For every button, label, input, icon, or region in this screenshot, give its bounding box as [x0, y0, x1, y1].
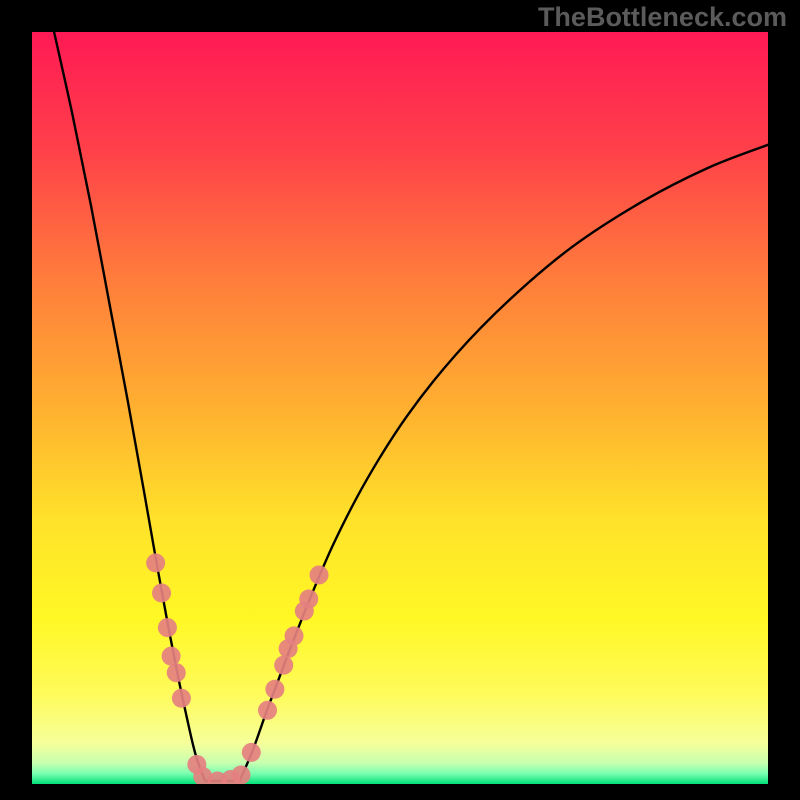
data-marker	[158, 618, 177, 637]
watermark-text: TheBottleneck.com	[538, 2, 787, 33]
data-marker	[242, 743, 261, 762]
data-marker	[172, 689, 191, 708]
gradient-background	[32, 32, 768, 784]
plot-svg	[32, 32, 768, 784]
data-marker	[310, 565, 329, 584]
data-marker	[274, 656, 293, 675]
data-marker	[265, 680, 284, 699]
data-marker	[146, 553, 165, 572]
data-marker	[258, 701, 277, 720]
data-marker	[167, 663, 186, 682]
data-marker	[299, 590, 318, 609]
plot-area	[32, 32, 768, 784]
data-marker	[152, 583, 171, 602]
data-marker	[232, 765, 251, 784]
data-marker	[162, 647, 181, 666]
data-marker	[285, 626, 304, 645]
